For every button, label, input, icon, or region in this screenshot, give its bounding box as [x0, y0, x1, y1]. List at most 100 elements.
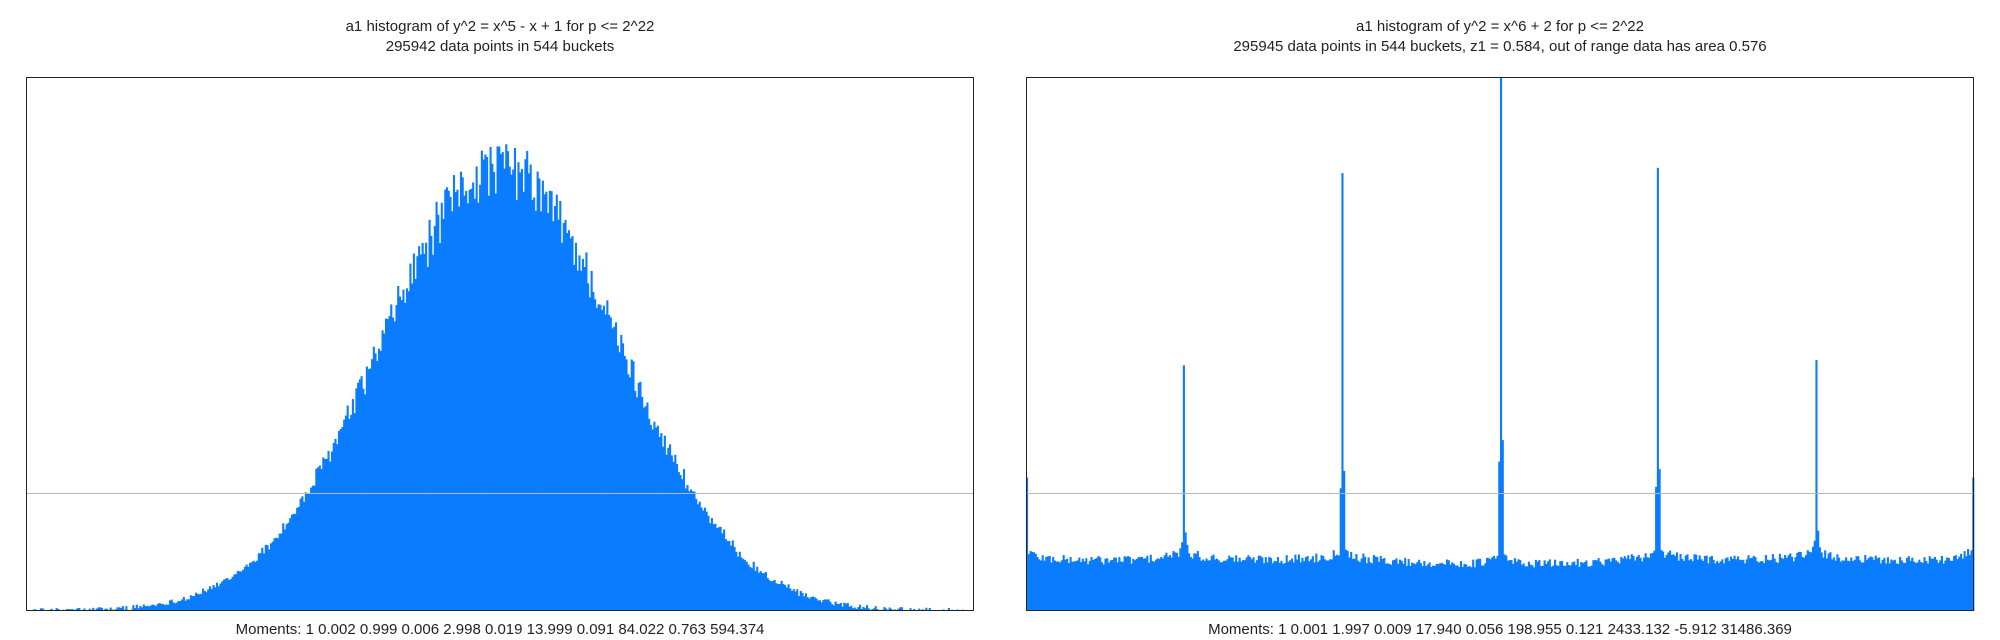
histogram-bar: [250, 562, 253, 611]
histogram-bar: [1747, 555, 1750, 611]
histogram-bar: [1820, 552, 1823, 611]
histogram-bar: [1949, 560, 1952, 611]
histogram-bar: [597, 304, 600, 611]
histogram-bar: [172, 602, 175, 611]
histogram-bar: [677, 472, 680, 611]
histogram-bar: [1597, 558, 1600, 611]
histogram-bar: [672, 461, 675, 611]
histogram-bar: [1804, 555, 1808, 611]
histogram-bar: [142, 604, 145, 611]
histogram-bar: [703, 507, 706, 611]
histogram-bar: [1519, 560, 1522, 611]
histogram-bar: [682, 469, 686, 611]
histogram-bar: [1970, 550, 1973, 611]
histogram-bar: [238, 571, 241, 611]
histogram-bar: [1052, 556, 1055, 611]
histogram-bar: [1773, 558, 1776, 611]
histogram-bar: [1745, 559, 1748, 611]
histogram-bar: [104, 608, 107, 611]
histogram-bar: [470, 188, 473, 611]
histogram-bar: [1195, 553, 1198, 611]
histogram-bar: [165, 604, 168, 611]
histogram-bar: [1154, 559, 1158, 611]
histogram-bar: [702, 510, 705, 611]
histogram-bar: [1756, 561, 1759, 611]
chart-title: a1 histogram of y^2 = x^6 + 2 for p <= 2…: [1356, 18, 1644, 35]
histogram-bar: [202, 588, 205, 611]
histogram-bar: [517, 162, 520, 611]
histogram-bar: [1935, 559, 1938, 611]
histogram-bar: [378, 348, 381, 611]
histogram-bar: [371, 359, 374, 611]
histogram-bar: [1287, 561, 1290, 611]
histogram-bar: [796, 589, 799, 611]
histogram-bar: [1968, 554, 1971, 611]
histogram-bar: [1339, 488, 1342, 611]
histogram-bar: [1785, 557, 1788, 611]
histogram-bar: [1686, 554, 1689, 611]
histogram-bar: [1825, 558, 1828, 611]
histogram-bar: [1900, 560, 1903, 611]
histogram-bar: [1343, 470, 1346, 611]
histogram-bar: [134, 607, 137, 611]
histogram-bar: [1132, 558, 1135, 611]
histogram-bar: [592, 292, 595, 611]
histogram-bar: [806, 597, 809, 611]
histogram-bar: [1608, 558, 1611, 611]
histogram-bar: [1273, 560, 1276, 611]
plot-frame: [1026, 77, 1974, 611]
histogram-bar: [1703, 555, 1706, 611]
histogram-bar: [285, 524, 288, 611]
histogram-bar: [351, 399, 354, 611]
histogram-bar: [1757, 562, 1761, 611]
histogram-bar: [1581, 562, 1584, 611]
histogram-bar: [437, 214, 440, 612]
histogram-bar: [1738, 559, 1741, 611]
histogram-bar: [1827, 553, 1830, 611]
histogram-bar: [1531, 565, 1534, 611]
histogram-bar: [99, 607, 102, 611]
histogram-bar: [536, 171, 539, 611]
histogram-bar: [1623, 556, 1626, 611]
histogram-bar: [1493, 555, 1496, 611]
histogram-bar: [1754, 557, 1757, 611]
histogram-bar: [1398, 559, 1402, 611]
histogram-bar: [1121, 561, 1124, 611]
histogram-bar: [452, 175, 456, 611]
histogram-bar: [1963, 551, 1966, 611]
histogram-bar: [1376, 557, 1379, 611]
histogram-bar: [256, 560, 259, 611]
histogram-bar: [402, 289, 405, 611]
histogram-bar: [296, 507, 299, 611]
histogram-bar: [1791, 556, 1794, 611]
histogram-bar: [848, 606, 851, 611]
histogram-bar: [1263, 563, 1266, 611]
histogram-bar: [541, 180, 544, 612]
histogram-bar: [1618, 563, 1621, 611]
histogram-bar: [1928, 556, 1931, 611]
histogram-bar: [689, 489, 693, 611]
histogram-bar: [883, 607, 886, 611]
histogram-bar: [1160, 557, 1163, 611]
histogram-bar: [839, 602, 842, 611]
histogram-bar: [1925, 561, 1928, 611]
histogram-bar: [1231, 557, 1234, 611]
histogram-bar: [1043, 560, 1046, 611]
histogram-bar: [1655, 486, 1658, 611]
histogram-bar: [1332, 550, 1335, 611]
histogram-bar: [1130, 563, 1133, 611]
histogram-bar: [681, 479, 684, 611]
histogram-bar: [1372, 555, 1375, 611]
histogram-bar: [1151, 561, 1154, 611]
histogram-bar: [381, 330, 384, 611]
histogram-bar: [386, 319, 389, 611]
histogram-bar: [1212, 554, 1215, 611]
histogram-bar: [587, 283, 590, 611]
histogram-bar: [1046, 556, 1050, 611]
histogram-bar: [778, 584, 781, 611]
histogram-bar: [547, 213, 550, 611]
histogram-bar: [559, 200, 562, 611]
histogram-bar: [1498, 461, 1501, 611]
histogram-bar: [1330, 559, 1334, 611]
histogram-bar: [217, 586, 220, 611]
